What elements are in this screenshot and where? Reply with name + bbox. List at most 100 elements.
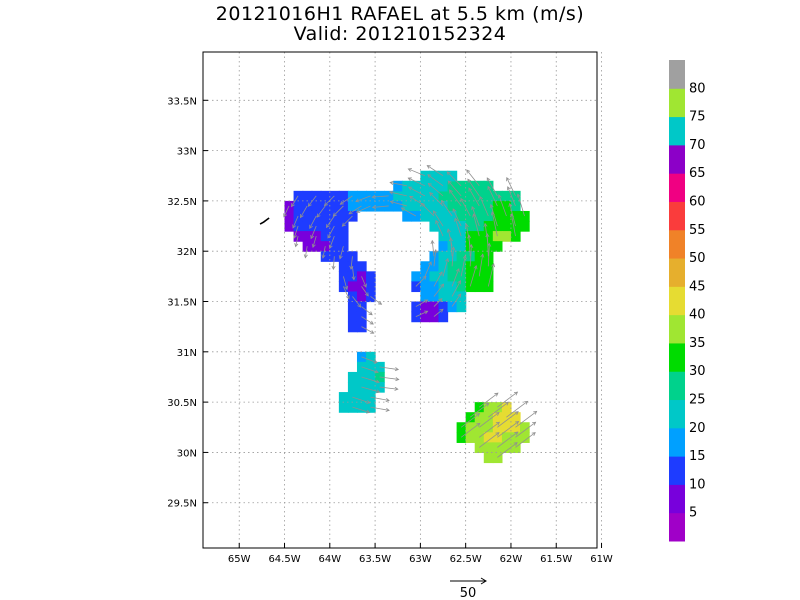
wind-cell <box>311 190 322 202</box>
wind-vector <box>331 256 336 270</box>
wind-cell <box>465 231 476 242</box>
wind-cell <box>483 402 494 413</box>
wind-cell <box>483 200 494 212</box>
wind-cell <box>320 210 331 222</box>
wind-cell <box>474 221 485 232</box>
wind-cell <box>420 180 431 192</box>
wind-vector <box>408 186 426 197</box>
wind-cell <box>356 190 367 202</box>
wind-cell <box>411 210 421 222</box>
wind-cell <box>474 241 485 252</box>
wind-vector <box>328 235 335 249</box>
wind-cell <box>447 170 458 182</box>
wind-cell <box>411 271 421 282</box>
wind-cell <box>456 221 467 232</box>
wind-cell <box>465 271 476 282</box>
wind-vector <box>370 396 390 402</box>
wind-vector <box>351 266 356 281</box>
wind-vector <box>361 286 369 297</box>
wind-cell <box>366 361 376 373</box>
chart-subtitle: Valid: 201210152324 <box>293 23 507 45</box>
wind-vector <box>489 203 498 227</box>
wind-cell <box>456 231 467 242</box>
wind-cell <box>366 281 376 293</box>
wind-cell <box>438 271 449 282</box>
wind-cell <box>492 402 503 413</box>
wind-cell <box>329 210 340 222</box>
wind-cell <box>338 190 349 202</box>
colorbar-swatch <box>669 173 685 202</box>
wind-cell <box>311 210 322 222</box>
wind-cell <box>474 251 485 262</box>
wind-vector <box>352 406 371 414</box>
colorbar-label: 35 <box>689 336 706 351</box>
wind-cell <box>438 241 449 252</box>
wind-cell <box>492 422 503 433</box>
wind-cell <box>510 432 521 443</box>
wind-cell <box>347 371 358 383</box>
wind-cell <box>347 190 358 202</box>
y-tick-label: 30.5N <box>167 398 197 409</box>
wind-cell <box>492 432 503 443</box>
x-tick-label: 64W <box>318 554 341 565</box>
wind-cell <box>447 261 458 272</box>
colorbar-label: 70 <box>689 138 706 153</box>
wind-cell <box>338 392 349 403</box>
wind-vector <box>370 296 383 305</box>
wind-vector <box>515 410 538 428</box>
wind-cell <box>474 261 485 272</box>
wind-cell <box>429 180 440 192</box>
wind-cell <box>329 221 340 232</box>
wind-cell <box>438 301 449 313</box>
wind-cell <box>420 291 431 303</box>
wind-cell <box>483 180 494 192</box>
wind-vector <box>515 432 536 448</box>
wind-cell <box>501 442 512 454</box>
wind-cell <box>411 200 421 212</box>
wind-vector <box>478 253 485 277</box>
wind-cell <box>501 221 512 232</box>
wind-vector <box>332 205 344 217</box>
plot-frame <box>202 51 598 549</box>
wind-cell <box>329 190 340 202</box>
wind-cell <box>456 200 467 212</box>
wind-vector <box>292 215 299 229</box>
x-tick-label: 63W <box>409 554 432 565</box>
wind-cell <box>411 180 421 192</box>
wind-vector <box>466 169 480 187</box>
y-tick-label: 30N <box>177 448 197 459</box>
wind-vector <box>433 271 443 287</box>
wind-vector <box>460 422 481 438</box>
wind-cell <box>492 200 503 212</box>
wind-vector <box>379 376 400 382</box>
wind-cell <box>338 251 349 262</box>
wind-cell <box>483 432 494 443</box>
wind-vector <box>448 189 462 207</box>
wind-vector <box>420 202 435 217</box>
wind-cell <box>438 180 449 192</box>
wind-vector <box>311 236 317 249</box>
x-tick-label: 62.5W <box>450 554 482 565</box>
wind-cell <box>366 190 376 202</box>
wind-cell <box>320 231 331 242</box>
wind-vector <box>310 225 317 240</box>
wind-cell <box>338 221 349 232</box>
wind-cell <box>474 402 485 413</box>
y-tick-label: 32.5N <box>167 197 197 208</box>
wind-cell <box>456 271 467 282</box>
wind-cell <box>429 261 440 272</box>
wind-cell <box>411 281 421 293</box>
wind-vector <box>426 165 444 177</box>
wind-vector <box>343 286 350 300</box>
wind-cell <box>456 291 467 303</box>
wind-vector <box>451 293 462 307</box>
wind-cell <box>520 221 530 232</box>
wind-vector <box>415 310 429 317</box>
colorbar-swatch <box>669 456 685 485</box>
wind-vector <box>361 306 373 316</box>
colorbar-label: 30 <box>689 364 706 379</box>
wind-vector <box>415 275 427 287</box>
wind-vector <box>361 316 374 325</box>
wind-cell <box>420 200 431 212</box>
wind-cell <box>347 200 358 212</box>
